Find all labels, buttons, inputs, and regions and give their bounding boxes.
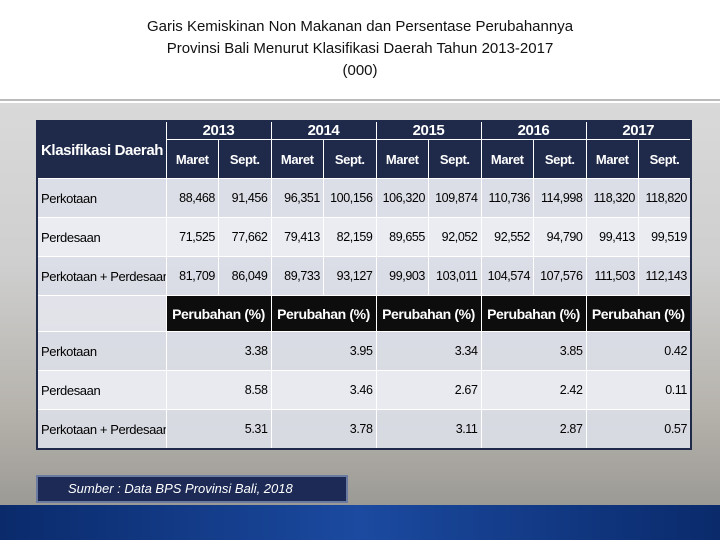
cell: 71,525 — [165, 217, 219, 257]
cell: 3.78 — [270, 409, 377, 450]
month-header: Maret — [375, 139, 429, 179]
change-header: Perubahan (%) — [165, 295, 272, 332]
source-note: Sumber : Data BPS Provinsi Bali, 2018 — [36, 475, 348, 503]
cell: 110,736 — [480, 178, 534, 218]
month-header: Sept. — [218, 139, 272, 179]
row-label: Perdesaan — [36, 370, 167, 410]
change-header-row: Perubahan (%) Perubahan (%) Perubahan (%) P… — [36, 295, 692, 332]
cell: 104,574 — [480, 256, 534, 296]
cell: 118,820 — [638, 178, 692, 218]
month-header: Sept. — [533, 139, 587, 179]
cell: 2.42 — [480, 370, 587, 410]
year-header: 2013 — [165, 120, 272, 140]
cell: 3.46 — [270, 370, 377, 410]
row-label: Perkotaan — [36, 178, 167, 218]
change-row: Perkotaan 3.38 3.95 3.34 3.85 0.42 — [36, 331, 692, 371]
cell: 86,049 — [218, 256, 272, 296]
change-row: Perdesaan 8.58 3.46 2.67 2.42 0.11 — [36, 370, 692, 410]
cell: 0.42 — [585, 331, 692, 371]
cell: 3.11 — [375, 409, 482, 450]
year-header: 2015 — [375, 120, 482, 140]
cell: 109,874 — [428, 178, 482, 218]
year-header: 2014 — [270, 120, 377, 140]
header-label: Klasifikasi Daerah — [36, 120, 167, 179]
month-header: Sept. — [428, 139, 482, 179]
cell: 106,320 — [375, 178, 429, 218]
title-block: Garis Kemiskinan Non Makanan dan Persent… — [0, 0, 720, 101]
month-header: Maret — [270, 139, 324, 179]
month-header: Maret — [585, 139, 639, 179]
title-line: (000) — [342, 62, 378, 79]
data-row: Perdesaan 71,525 77,662 79,413 82,159 89,655 9… — [36, 217, 692, 257]
cell: 92,552 — [480, 217, 534, 257]
cell: 3.85 — [480, 331, 587, 371]
row-label: Perkotaan + Perdesaan — [36, 409, 167, 450]
header-row: Klasifikasi Daerah 2013 2014 2015 2016 2017 — [36, 120, 692, 179]
row-label: Perdesaan — [36, 217, 167, 257]
cell: 5.31 — [165, 409, 272, 450]
month-header: Sept. — [323, 139, 377, 179]
change-header: Perubahan (%) — [375, 295, 482, 332]
cell: 94,790 — [533, 217, 587, 257]
change-row: Perkotaan + Perdesaan 5.31 3.78 3.11 2.87 0.5… — [36, 409, 692, 450]
change-header: Perubahan (%) — [585, 295, 692, 332]
cell: 0.57 — [585, 409, 692, 450]
year-header: 2016 — [480, 120, 587, 140]
month-header: Maret — [480, 139, 534, 179]
row-label: Perkotaan — [36, 331, 167, 371]
cell: 8.58 — [165, 370, 272, 410]
month-header: Sept. — [638, 139, 692, 179]
cell: 93,127 — [323, 256, 377, 296]
cell: 91,456 — [218, 178, 272, 218]
cell: 0.11 — [585, 370, 692, 410]
cell: 107,576 — [533, 256, 587, 296]
cell: 89,655 — [375, 217, 429, 257]
row-label: Perkotaan + Perdesaan — [36, 256, 167, 296]
cell: 92,052 — [428, 217, 482, 257]
cell: 112,143 — [638, 256, 692, 296]
title-line: Garis Kemiskinan Non Makanan dan Persent… — [146, 18, 574, 35]
cell: 99,413 — [585, 217, 639, 257]
month-header: Maret — [165, 139, 219, 179]
cell: 114,998 — [533, 178, 587, 218]
cell: 100,156 — [323, 178, 377, 218]
cell: 2.87 — [480, 409, 587, 450]
data-table: Klasifikasi Daerah 2013 2014 2015 2016 2017 Ma… — [36, 120, 692, 450]
cell: 88,468 — [165, 178, 219, 218]
footer-band — [0, 505, 720, 540]
change-header: Perubahan (%) — [270, 295, 377, 332]
cell: 81,709 — [165, 256, 219, 296]
cell: 118,320 — [585, 178, 639, 218]
month-row: Maret Sept. Maret Sept. Maret Sept. Maret Sept.… — [37, 139, 692, 179]
cell: 99,519 — [638, 217, 692, 257]
cell: 79,413 — [270, 217, 324, 257]
cell: 96,351 — [270, 178, 324, 218]
cell: 77,662 — [218, 217, 272, 257]
cell: 3.34 — [375, 331, 482, 371]
title-line: Provinsi Bali Menurut Klasifikasi Daerah… — [166, 40, 554, 57]
cell: 89,733 — [270, 256, 324, 296]
cell: 99,903 — [375, 256, 429, 296]
year-header: 2017 — [585, 120, 692, 140]
cell: 111,503 — [585, 256, 639, 296]
change-header: Perubahan (%) — [480, 295, 587, 332]
data-row: Perkotaan + Perdesaan 81,709 86,049 89,733 9… — [36, 256, 692, 296]
cell: 3.38 — [165, 331, 272, 371]
cell: 103,011 — [428, 256, 482, 296]
cell: 82,159 — [323, 217, 377, 257]
blank-cell — [36, 295, 167, 332]
cell: 2.67 — [375, 370, 482, 410]
data-row: Perkotaan 88,468 91,456 96,351 100,156 106,32… — [36, 178, 692, 218]
cell: 3.95 — [270, 331, 377, 371]
